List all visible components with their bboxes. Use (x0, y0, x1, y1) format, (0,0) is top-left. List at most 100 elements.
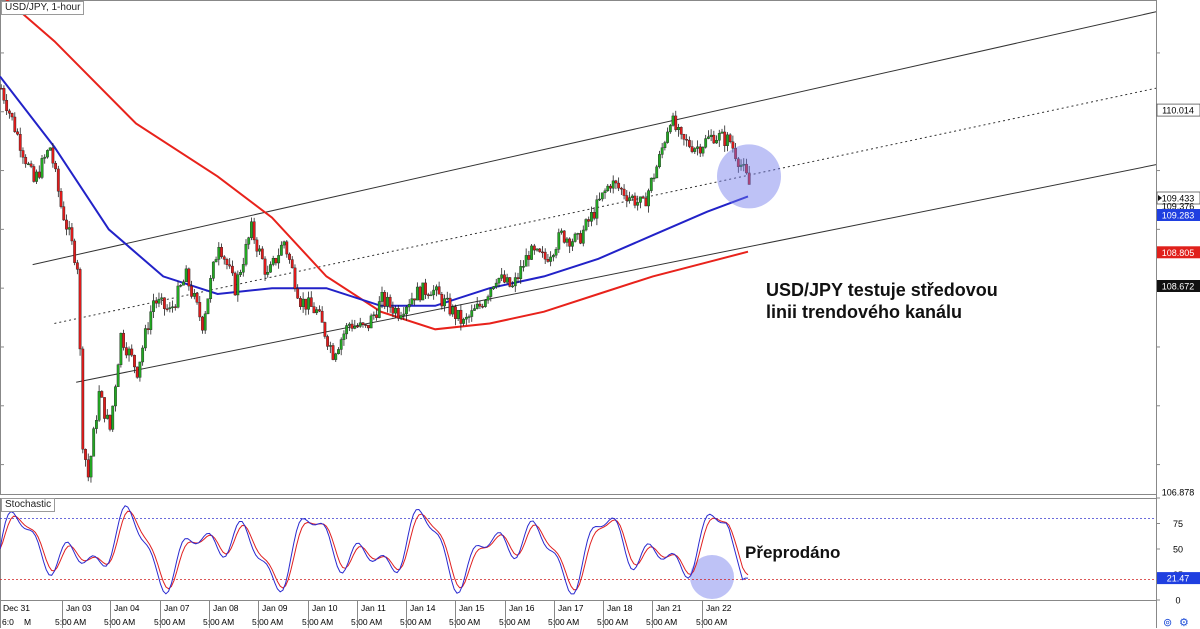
candle-body (282, 241, 286, 246)
date-label: Jan 16 (509, 603, 535, 613)
candle-body (726, 134, 729, 146)
candle-body (685, 139, 689, 141)
time-label: 5:00 AM (548, 617, 579, 627)
candle-body (707, 136, 710, 139)
candle-body (693, 148, 697, 152)
candle-body (571, 241, 574, 247)
candle-body (625, 195, 629, 201)
candle-body (356, 325, 359, 328)
candle-body (135, 366, 139, 378)
candle-body (494, 282, 498, 287)
candle-body (739, 164, 743, 167)
candle-body (350, 323, 354, 329)
candle-body (141, 347, 145, 363)
price-axis-label: 108.805 (1162, 248, 1195, 258)
candle-body (728, 134, 732, 143)
candle-body (565, 238, 569, 243)
candle-body (527, 255, 531, 260)
price-axis-label: 108.672 (1162, 282, 1195, 292)
candle-body (233, 272, 237, 296)
date-label: Jan 08 (213, 603, 239, 613)
candle-body (456, 309, 460, 319)
candle-body (16, 131, 19, 135)
candle-body (666, 131, 670, 143)
candle-body (375, 314, 378, 318)
candle-body (587, 219, 591, 222)
candle-body (391, 307, 395, 314)
candle-body (10, 113, 14, 118)
price-axis-label: 109.283 (1162, 211, 1195, 221)
candle-body (535, 248, 539, 251)
candle-body (75, 262, 79, 270)
candle-body (508, 277, 512, 287)
candle-body (250, 221, 253, 238)
candle-body (127, 348, 131, 356)
candle-body (133, 354, 136, 368)
candle-body (614, 180, 618, 184)
channel-upper-line (32, 11, 1157, 266)
candle-body (105, 414, 109, 419)
candle-body (696, 146, 699, 149)
candle-body (24, 156, 28, 165)
candle-body (464, 316, 468, 320)
candle-body (103, 397, 106, 419)
time-label: 5:00 AM (499, 617, 530, 627)
candle-body (402, 313, 406, 316)
candle-body (100, 391, 104, 398)
candle-body (73, 240, 77, 263)
candle-body (481, 306, 485, 308)
candle-body (323, 322, 327, 337)
candle-body (182, 281, 185, 286)
candle-body (639, 196, 642, 203)
candle-body (386, 296, 389, 307)
time-label: 5:00 AM (646, 617, 677, 627)
candle-body (160, 297, 164, 300)
candle-body (426, 294, 430, 296)
candle-body (149, 311, 153, 330)
candle-body (524, 255, 528, 267)
candle-body (658, 154, 661, 168)
candle-body (225, 259, 229, 265)
candle-body (32, 166, 36, 182)
candle-body (513, 277, 517, 287)
channel-lower-line (76, 164, 1157, 383)
candle-body (119, 332, 123, 365)
candle-body (475, 303, 479, 309)
link-icon[interactable]: ⊚ (1163, 617, 1173, 629)
moving-average-line-1 (5, 0, 749, 331)
candle-body (2, 88, 6, 101)
candlestick-series (0, 84, 751, 483)
candle-body (40, 158, 44, 178)
candle-body (590, 212, 593, 222)
candle-body (304, 298, 308, 310)
candle-body (628, 197, 631, 201)
candle-body (299, 298, 302, 307)
candle-body (396, 308, 400, 319)
time-label: 5:00 AM (449, 617, 480, 627)
candle-body (483, 300, 487, 307)
candle-body (584, 219, 588, 231)
date-label: Jan 15 (459, 603, 485, 613)
candle-body (698, 146, 702, 154)
candle-body (279, 244, 283, 256)
candle-body (78, 269, 82, 350)
candle-body (377, 301, 381, 318)
candle-body (239, 272, 242, 275)
candle-body (18, 134, 22, 151)
date-label: Dec 31 (3, 603, 30, 613)
candle-body (459, 309, 463, 324)
price-axis-label: 109.376 (1162, 202, 1195, 212)
candle-body (7, 110, 11, 114)
time-label: 5:00 AM (400, 617, 431, 627)
candle-body (307, 297, 310, 310)
candle-body (211, 261, 215, 279)
price-axis-label: 110.014 (1162, 106, 1194, 116)
candle-body (413, 298, 417, 301)
candle-body (162, 297, 166, 309)
date-label: Jan 04 (114, 603, 140, 613)
candle-body (399, 315, 403, 319)
settings-icon[interactable]: ⚙ (1179, 617, 1189, 629)
candle-body (274, 258, 278, 264)
candle-body (451, 306, 455, 315)
